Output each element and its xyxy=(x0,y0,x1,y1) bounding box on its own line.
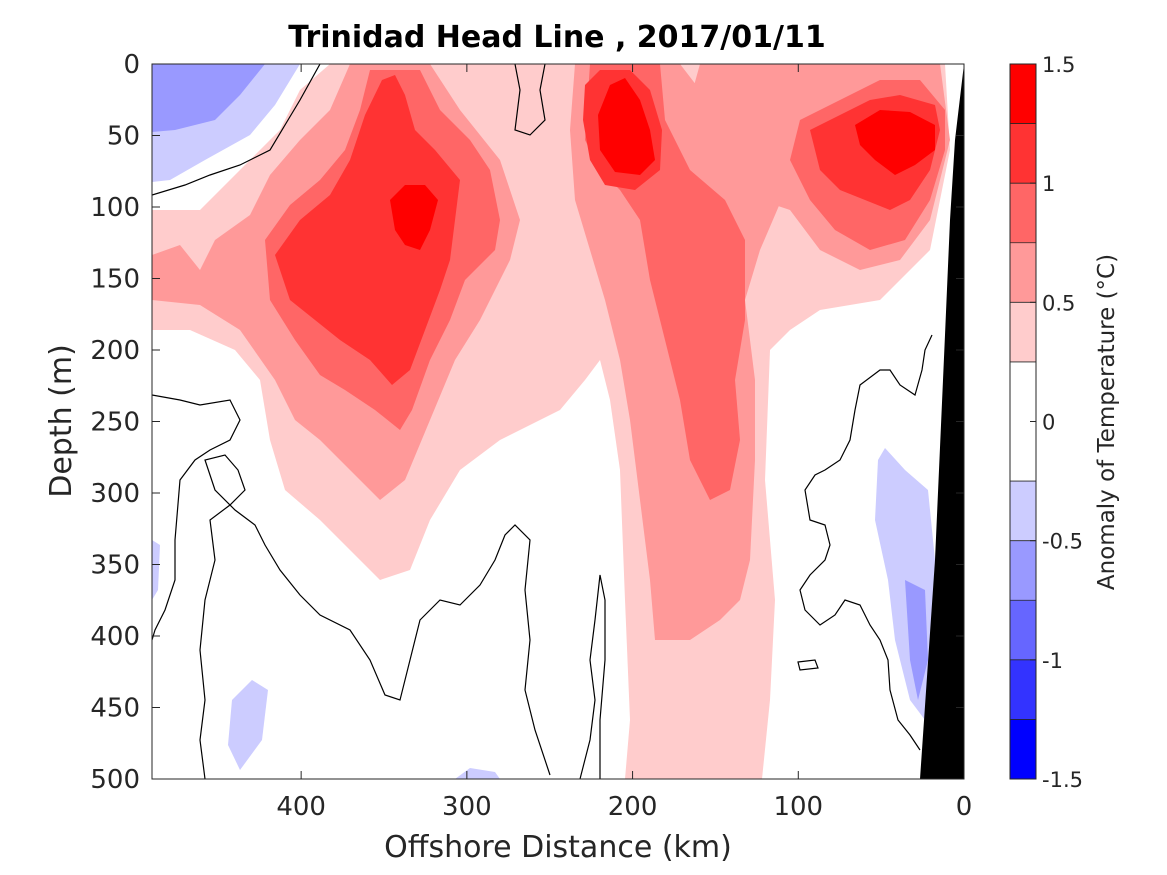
colorbar-tick-label: -1 xyxy=(1042,649,1063,673)
colorbar-band xyxy=(1010,183,1036,243)
x-tick-label: 100 xyxy=(773,792,823,822)
land-mask xyxy=(920,64,964,779)
plot-area xyxy=(152,64,964,779)
x-tick-label: 300 xyxy=(442,792,492,822)
warm-anomaly-layer xyxy=(152,64,950,779)
y-tick-label: 200 xyxy=(90,336,140,366)
colorbar-band xyxy=(1010,600,1036,660)
colorbar-ticks: 1.5 1 0.5 0 -0.5 -1 -1.5 xyxy=(1030,53,1083,792)
zero-contour-west-deep xyxy=(152,394,241,641)
zero-contour-small-loop xyxy=(797,659,819,671)
y-tick-label: 150 xyxy=(90,265,140,295)
colorbar-band xyxy=(1010,123,1036,184)
y-tick-label: 400 xyxy=(90,622,140,652)
colorbar-band xyxy=(1010,719,1036,779)
colorbar-tick-label: 0.5 xyxy=(1042,291,1075,315)
cool-patch-shelf-core xyxy=(905,580,928,700)
y-tick-label: 450 xyxy=(90,694,140,724)
cool-patch-bottom xyxy=(455,768,500,779)
colorbar-band xyxy=(1010,540,1036,601)
zero-contour-narrow xyxy=(579,574,606,779)
x-tick-label: 0 xyxy=(956,792,973,822)
y-tick-label: 500 xyxy=(90,765,140,795)
x-tick-label: 200 xyxy=(608,792,658,822)
colorbar xyxy=(1010,64,1036,779)
cool-patch-southwest xyxy=(228,680,268,770)
y-tick-label: 0 xyxy=(123,50,140,80)
colorbar-label: Anomaly of Temperature (°C) xyxy=(1094,254,1120,590)
x-axis-ticks: 400 300 200 100 0 xyxy=(276,64,972,822)
y-tick-label: 100 xyxy=(90,193,140,223)
colorbar-band xyxy=(1010,481,1036,541)
zero-contour-deep-tongue xyxy=(199,454,551,779)
colorbar-tick-label: 1.5 xyxy=(1042,53,1075,77)
zero-contour-east-deep xyxy=(799,334,933,751)
cool-anomaly-layer xyxy=(152,64,935,779)
y-axis-label: Depth (m) xyxy=(44,344,79,498)
colorbar-tick-label: 0 xyxy=(1042,411,1055,435)
colorbar-tick-label: -0.5 xyxy=(1042,530,1083,554)
zero-contour-north xyxy=(152,64,321,196)
chart-title: Trinidad Head Line , 2017/01/11 xyxy=(288,20,825,55)
colorbar-tick-label: 1 xyxy=(1042,172,1055,196)
cool-patch-northwest-core xyxy=(152,64,265,132)
y-tick-label: 50 xyxy=(107,122,140,152)
x-axis-label: Offshore Distance (km) xyxy=(384,830,732,865)
y-tick-label: 300 xyxy=(90,479,140,509)
colorbar-tick-label: -1.5 xyxy=(1042,768,1083,792)
zero-contour-lines xyxy=(152,64,933,779)
x-tick-label: 400 xyxy=(276,792,326,822)
colorbar-band xyxy=(1010,659,1036,720)
zero-contour-notch xyxy=(514,64,546,136)
colorbar-band xyxy=(1010,302,1036,362)
y-tick-label: 350 xyxy=(90,551,140,581)
y-tick-label: 250 xyxy=(90,408,140,438)
colorbar-band xyxy=(1010,242,1036,303)
cool-patch-west-edge xyxy=(152,540,160,600)
colorbar-band xyxy=(1010,64,1036,124)
y-axis-ticks: 0 50 100 150 200 250 300 350 400 450 500 xyxy=(90,50,964,795)
